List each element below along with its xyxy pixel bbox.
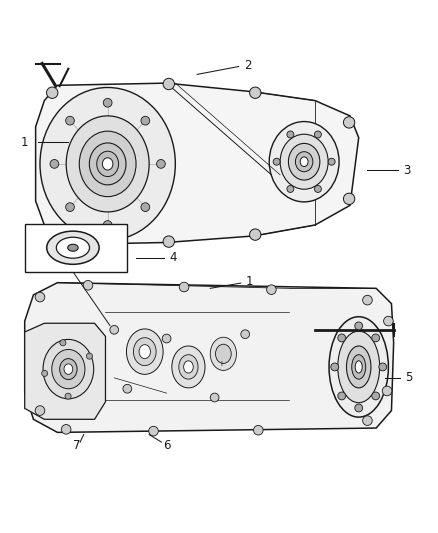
Ellipse shape <box>47 231 99 264</box>
Circle shape <box>287 185 294 192</box>
Ellipse shape <box>329 317 389 417</box>
Text: 4: 4 <box>170 251 177 264</box>
Circle shape <box>35 406 45 415</box>
Circle shape <box>384 316 393 326</box>
Polygon shape <box>35 83 359 245</box>
Ellipse shape <box>66 116 149 212</box>
Circle shape <box>65 393 71 399</box>
Ellipse shape <box>215 344 231 364</box>
Ellipse shape <box>60 359 77 379</box>
Circle shape <box>103 99 112 107</box>
Circle shape <box>86 353 92 359</box>
Circle shape <box>363 416 372 425</box>
Circle shape <box>149 426 158 436</box>
Circle shape <box>267 285 276 294</box>
Circle shape <box>163 236 174 247</box>
Circle shape <box>179 282 189 292</box>
Circle shape <box>210 393 219 402</box>
Ellipse shape <box>89 143 126 185</box>
Ellipse shape <box>346 346 371 388</box>
Ellipse shape <box>64 364 73 374</box>
Polygon shape <box>25 323 106 419</box>
Circle shape <box>372 334 380 342</box>
Ellipse shape <box>127 329 163 374</box>
Circle shape <box>273 158 280 165</box>
Ellipse shape <box>172 346 205 388</box>
Circle shape <box>355 404 363 412</box>
Ellipse shape <box>184 361 193 373</box>
Text: 2: 2 <box>244 59 251 72</box>
Circle shape <box>372 392 380 400</box>
Circle shape <box>254 425 263 435</box>
Circle shape <box>163 78 174 90</box>
Ellipse shape <box>355 361 362 373</box>
Circle shape <box>363 295 372 305</box>
Circle shape <box>382 386 392 395</box>
Ellipse shape <box>52 350 85 389</box>
Circle shape <box>46 231 58 243</box>
Ellipse shape <box>134 338 156 366</box>
Circle shape <box>83 280 93 290</box>
Circle shape <box>287 131 294 138</box>
Ellipse shape <box>295 152 313 172</box>
Circle shape <box>379 363 387 371</box>
Text: 6: 6 <box>163 439 170 452</box>
Circle shape <box>61 425 71 434</box>
Text: 5: 5 <box>405 372 413 384</box>
Circle shape <box>328 158 335 165</box>
Ellipse shape <box>300 157 308 166</box>
Ellipse shape <box>97 151 119 176</box>
Ellipse shape <box>338 331 380 403</box>
Circle shape <box>250 229 261 240</box>
Circle shape <box>331 363 339 371</box>
Circle shape <box>314 131 321 138</box>
Ellipse shape <box>352 354 366 379</box>
Ellipse shape <box>280 134 328 189</box>
Circle shape <box>250 87 261 99</box>
Ellipse shape <box>43 340 94 399</box>
Circle shape <box>141 203 150 212</box>
Circle shape <box>42 370 48 376</box>
Circle shape <box>123 384 132 393</box>
Text: 1: 1 <box>21 135 28 149</box>
Circle shape <box>60 340 66 346</box>
Polygon shape <box>25 282 394 432</box>
Circle shape <box>141 116 150 125</box>
Ellipse shape <box>269 122 339 202</box>
Circle shape <box>103 221 112 229</box>
Ellipse shape <box>40 87 175 240</box>
Circle shape <box>314 185 321 192</box>
Text: 7: 7 <box>73 439 81 452</box>
Ellipse shape <box>288 143 320 180</box>
Circle shape <box>66 116 74 125</box>
Circle shape <box>46 87 58 99</box>
Circle shape <box>355 322 363 330</box>
Bar <box>25 224 127 272</box>
Circle shape <box>338 334 346 342</box>
Circle shape <box>343 117 355 128</box>
Circle shape <box>110 326 119 334</box>
Circle shape <box>338 392 346 400</box>
Ellipse shape <box>210 337 237 370</box>
Circle shape <box>162 334 171 343</box>
Ellipse shape <box>79 131 136 197</box>
Circle shape <box>343 193 355 205</box>
Ellipse shape <box>57 237 89 258</box>
Circle shape <box>156 159 165 168</box>
Ellipse shape <box>139 345 150 359</box>
Text: 1: 1 <box>246 275 253 288</box>
Ellipse shape <box>102 158 113 170</box>
Text: 3: 3 <box>403 164 410 177</box>
Circle shape <box>35 292 45 302</box>
Circle shape <box>66 203 74 212</box>
Circle shape <box>241 330 250 338</box>
Circle shape <box>50 159 59 168</box>
Ellipse shape <box>179 354 198 379</box>
Ellipse shape <box>68 244 78 251</box>
Text: i: i <box>220 361 222 367</box>
